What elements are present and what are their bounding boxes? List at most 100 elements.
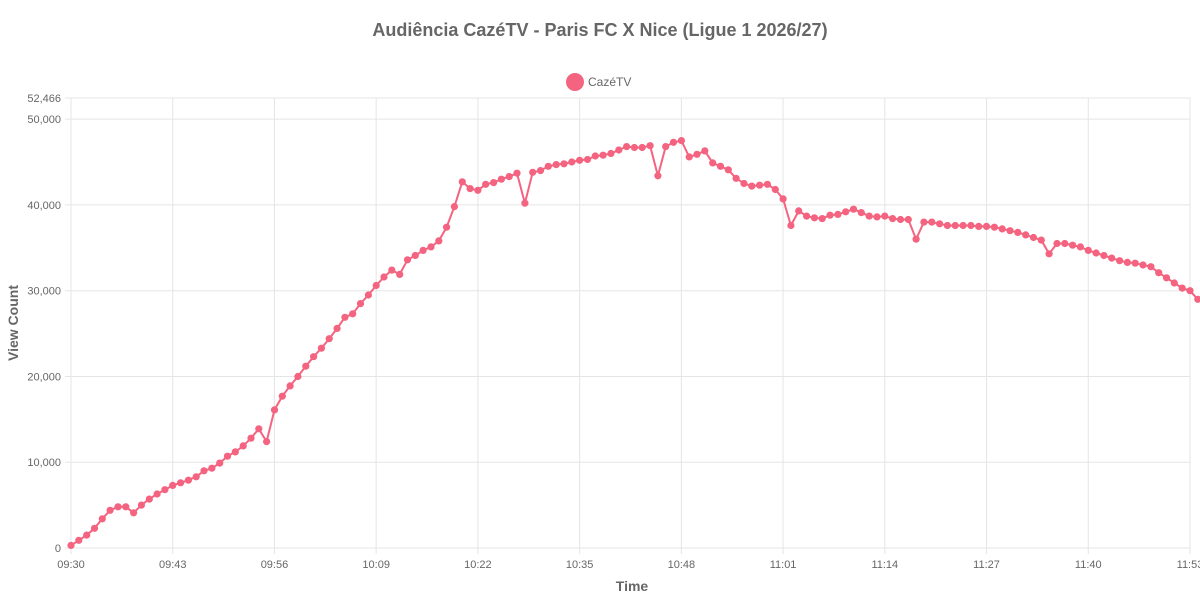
data-point[interactable] — [130, 509, 138, 517]
data-point[interactable] — [646, 142, 654, 150]
data-point[interactable] — [896, 215, 905, 224]
data-point[interactable] — [1037, 236, 1045, 244]
data-point[interactable] — [1147, 263, 1155, 271]
data-point[interactable] — [654, 172, 662, 180]
data-point[interactable] — [638, 143, 646, 152]
data-point[interactable] — [443, 223, 451, 231]
data-point[interactable] — [857, 209, 865, 217]
data-point[interactable] — [98, 515, 106, 523]
data-point[interactable] — [889, 215, 897, 223]
data-point[interactable] — [826, 211, 834, 219]
data-point[interactable] — [795, 207, 803, 215]
data-point[interactable] — [122, 503, 130, 511]
data-point[interactable] — [685, 153, 693, 161]
data-point[interactable] — [513, 169, 521, 177]
data-point[interactable] — [239, 442, 247, 450]
data-point[interactable] — [834, 210, 842, 218]
data-point[interactable] — [677, 137, 686, 145]
data-point[interactable] — [576, 156, 584, 164]
data-point[interactable] — [990, 223, 999, 231]
data-point[interactable] — [623, 143, 631, 151]
data-point[interactable] — [177, 479, 185, 487]
data-point[interactable] — [951, 221, 959, 230]
data-point[interactable] — [302, 362, 310, 370]
data-point[interactable] — [662, 143, 670, 151]
data-point[interactable] — [411, 251, 419, 260]
data-point[interactable] — [1029, 233, 1038, 242]
data-point[interactable] — [75, 536, 83, 544]
data-point[interactable] — [231, 448, 239, 456]
data-point[interactable] — [1061, 239, 1069, 248]
data-point[interactable] — [435, 237, 443, 245]
data-point[interactable] — [1116, 257, 1124, 265]
data-point[interactable] — [552, 161, 560, 169]
data-point[interactable] — [474, 186, 482, 194]
data-point[interactable] — [270, 406, 279, 414]
data-point[interactable] — [975, 222, 983, 230]
data-point[interactable] — [278, 392, 286, 400]
data-point[interactable] — [936, 220, 944, 228]
data-point[interactable] — [1155, 269, 1163, 277]
data-point[interactable] — [153, 490, 161, 498]
data-point[interactable] — [161, 486, 169, 494]
data-point[interactable] — [560, 160, 568, 168]
data-point[interactable] — [1053, 239, 1061, 248]
data-point[interactable] — [317, 344, 325, 352]
data-point[interactable] — [583, 155, 592, 164]
data-point[interactable] — [1022, 231, 1030, 239]
data-point[interactable] — [740, 179, 748, 188]
data-point[interactable] — [959, 221, 967, 230]
data-point[interactable] — [263, 438, 271, 446]
data-point[interactable] — [349, 310, 357, 318]
data-point[interactable] — [865, 212, 873, 220]
data-point[interactable] — [803, 212, 811, 220]
data-point[interactable] — [427, 243, 435, 251]
data-point[interactable] — [568, 158, 576, 166]
data-point[interactable] — [310, 353, 318, 361]
data-point[interactable] — [779, 195, 787, 203]
data-point[interactable] — [724, 166, 732, 174]
data-point[interactable] — [591, 152, 599, 160]
data-point[interactable] — [294, 372, 302, 381]
data-point[interactable] — [1092, 249, 1100, 257]
data-point[interactable] — [1014, 228, 1022, 236]
data-point[interactable] — [364, 291, 372, 299]
data-point[interactable] — [669, 138, 678, 146]
data-point[interactable] — [1108, 254, 1116, 262]
data-point[interactable] — [341, 313, 349, 321]
data-point[interactable] — [114, 503, 122, 511]
data-point[interactable] — [1194, 295, 1200, 303]
data-point[interactable] — [763, 180, 772, 188]
data-point[interactable] — [615, 146, 623, 154]
data-point[interactable] — [372, 281, 380, 290]
data-point[interactable] — [998, 225, 1006, 233]
data-point[interactable] — [200, 467, 208, 475]
data-point[interactable] — [521, 199, 529, 207]
data-point[interactable] — [732, 174, 740, 182]
data-point[interactable] — [810, 214, 819, 222]
data-point[interactable] — [904, 215, 912, 224]
data-point[interactable] — [771, 185, 779, 194]
data-point[interactable] — [701, 147, 709, 155]
data-point[interactable] — [1076, 243, 1084, 251]
data-point[interactable] — [67, 541, 75, 550]
data-point[interactable] — [333, 324, 341, 332]
data-point[interactable] — [920, 218, 928, 226]
data-point[interactable] — [544, 162, 552, 170]
data-point[interactable] — [466, 185, 474, 193]
data-point[interactable] — [1162, 274, 1171, 282]
data-point[interactable] — [967, 221, 975, 230]
data-point[interactable] — [818, 215, 826, 223]
data-point[interactable] — [873, 213, 881, 221]
data-point[interactable] — [630, 143, 639, 152]
data-point[interactable] — [482, 180, 490, 188]
data-point[interactable] — [1178, 284, 1186, 292]
data-point[interactable] — [1006, 227, 1014, 235]
data-point[interactable] — [716, 162, 725, 170]
data-point[interactable] — [1186, 287, 1194, 295]
data-point[interactable] — [255, 425, 263, 433]
data-point[interactable] — [396, 270, 404, 278]
data-point[interactable] — [982, 222, 991, 230]
data-point[interactable] — [497, 175, 505, 183]
data-point[interactable] — [356, 300, 365, 308]
